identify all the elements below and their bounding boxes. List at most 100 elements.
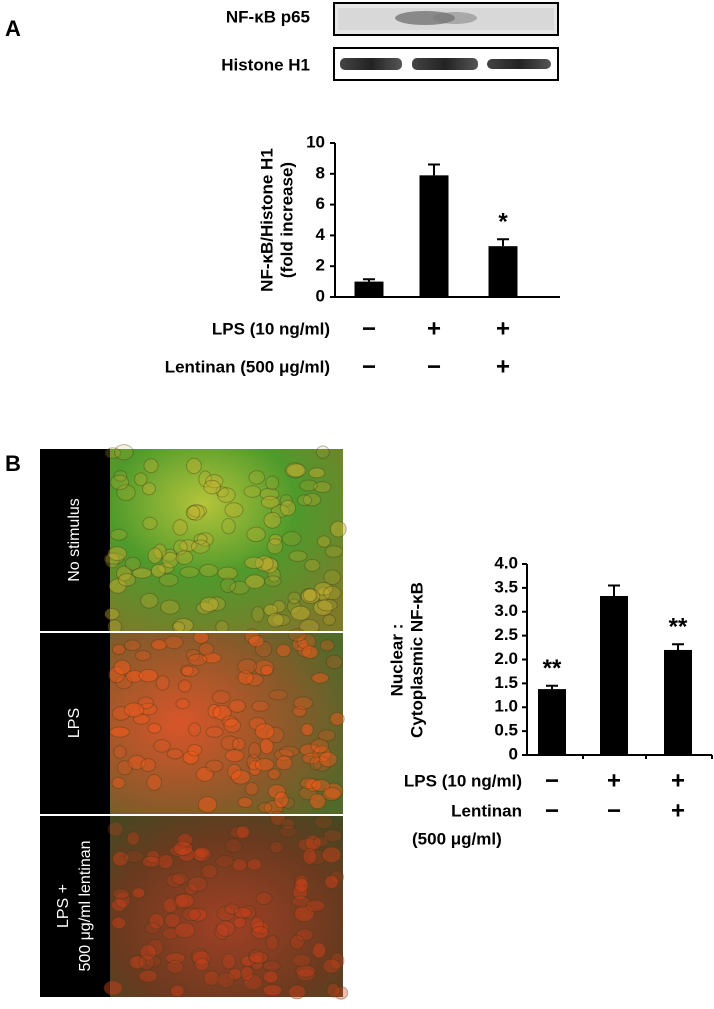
cell	[197, 796, 218, 813]
cell	[278, 745, 300, 758]
condition-sign: −	[362, 315, 376, 342]
cell	[299, 479, 318, 492]
cell	[244, 782, 259, 796]
cell	[275, 755, 293, 771]
cell	[110, 474, 130, 491]
cell	[232, 737, 246, 751]
cell	[164, 912, 181, 929]
cell	[207, 596, 226, 612]
cell	[246, 753, 261, 771]
cell	[179, 566, 200, 579]
cell	[295, 968, 316, 982]
cell	[288, 984, 306, 1000]
cell	[194, 957, 210, 972]
micrograph-label: LPS +	[55, 884, 72, 928]
cell	[308, 467, 326, 479]
cell	[215, 920, 236, 937]
y-axis-label: (fold increase)	[277, 162, 296, 278]
cell	[243, 974, 263, 991]
cell	[103, 552, 125, 565]
cell	[296, 494, 313, 507]
cell	[107, 821, 124, 837]
cell	[185, 505, 201, 521]
cell	[221, 517, 236, 535]
condition-sign: +	[427, 315, 441, 342]
error-bar	[428, 163, 440, 176]
cell	[199, 563, 219, 578]
cell	[269, 841, 284, 854]
cell	[217, 566, 238, 580]
cell	[265, 475, 280, 491]
cell	[124, 556, 142, 571]
cell	[287, 598, 301, 615]
condition-label: Lentinan	[451, 801, 522, 820]
cell	[266, 726, 285, 744]
cell	[325, 654, 343, 670]
cell	[326, 982, 341, 998]
y-axis-label: Cytoplasmic NF-κB	[407, 582, 426, 738]
cell	[187, 876, 208, 893]
y-tick-label: 2	[316, 256, 325, 275]
cell	[255, 891, 273, 905]
cell	[134, 472, 148, 487]
cell	[251, 921, 270, 935]
cell	[116, 484, 136, 501]
cell	[181, 907, 201, 922]
cell	[111, 643, 126, 656]
cell	[214, 923, 230, 941]
cell	[109, 726, 130, 738]
cell	[177, 846, 196, 862]
cell	[296, 642, 313, 658]
cell	[298, 786, 318, 801]
cell	[113, 470, 128, 482]
cell	[229, 580, 250, 595]
cell	[191, 950, 212, 966]
significance: **	[669, 614, 688, 641]
cell	[196, 532, 214, 547]
y-tick-label: 0	[316, 286, 325, 305]
condition-label: LPS (10 ng/ml)	[404, 771, 522, 790]
cell	[220, 735, 240, 751]
cell	[131, 567, 153, 579]
cell	[140, 757, 156, 773]
cell	[146, 938, 164, 956]
cell	[248, 760, 262, 776]
cell	[319, 639, 335, 652]
cell	[294, 905, 315, 923]
cell	[185, 648, 201, 662]
cell	[295, 964, 316, 978]
cell	[313, 599, 334, 616]
cell	[126, 831, 140, 846]
cell	[111, 706, 131, 721]
cell	[297, 838, 319, 852]
cell	[174, 893, 195, 909]
cell	[250, 916, 264, 933]
error-bar	[546, 684, 558, 690]
panel-label: B	[5, 451, 21, 476]
cell	[300, 588, 317, 603]
cell	[201, 652, 222, 664]
cell	[114, 444, 134, 461]
cell	[138, 702, 158, 716]
cell	[140, 592, 159, 609]
cell	[289, 934, 305, 950]
cell	[123, 849, 145, 864]
label-strip	[40, 632, 110, 814]
cell	[311, 672, 330, 684]
cell	[187, 743, 203, 757]
cell	[205, 759, 224, 773]
cell	[110, 528, 128, 541]
cell	[281, 531, 302, 547]
cell	[247, 949, 264, 964]
cell	[267, 612, 285, 628]
condition-sign: +	[496, 353, 510, 380]
cell	[237, 658, 258, 674]
cell	[321, 846, 342, 864]
cell	[257, 802, 273, 814]
y-axis-label: Nuclear :	[387, 624, 406, 697]
y-tick-label: 2.5	[494, 625, 518, 644]
cell	[251, 925, 270, 940]
cell	[267, 768, 281, 781]
cell	[299, 743, 320, 757]
